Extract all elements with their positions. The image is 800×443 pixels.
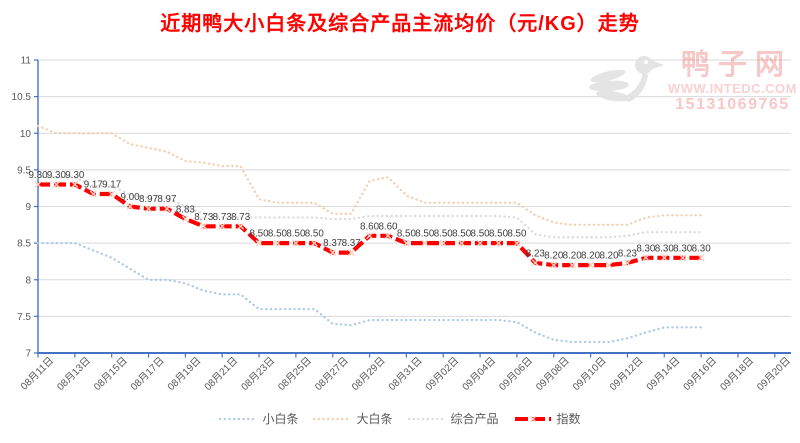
svg-text:8.50: 8.50 bbox=[471, 229, 491, 240]
svg-text:8.30: 8.30 bbox=[692, 243, 712, 254]
svg-text:8.60: 8.60 bbox=[378, 221, 398, 232]
svg-text:8.50: 8.50 bbox=[305, 229, 325, 240]
svg-text:09月08日: 09月08日 bbox=[534, 355, 572, 393]
svg-text:8.37: 8.37 bbox=[342, 238, 361, 249]
svg-text:7: 7 bbox=[25, 349, 31, 360]
svg-text:7.5: 7.5 bbox=[17, 312, 31, 323]
svg-text:8.37: 8.37 bbox=[323, 238, 342, 249]
svg-text:9.17: 9.17 bbox=[102, 180, 121, 191]
legend-label: 综合产品 bbox=[450, 412, 499, 426]
svg-text:09月10日: 09月10日 bbox=[570, 355, 608, 393]
svg-text:9.30: 9.30 bbox=[65, 170, 85, 181]
legend-label: 大白条 bbox=[356, 412, 393, 426]
svg-text:09月14日: 09月14日 bbox=[644, 355, 682, 393]
legend-label: 指数 bbox=[556, 412, 581, 426]
svg-text:10: 10 bbox=[20, 129, 32, 140]
svg-text:8.73: 8.73 bbox=[213, 212, 233, 223]
svg-text:08月17日: 08月17日 bbox=[128, 355, 166, 393]
svg-text:08月27日: 08月27日 bbox=[312, 355, 350, 393]
svg-text:8.50: 8.50 bbox=[286, 229, 306, 240]
svg-text:09月12日: 09月12日 bbox=[607, 355, 645, 393]
svg-text:8.83: 8.83 bbox=[176, 204, 196, 215]
svg-text:08月21日: 08月21日 bbox=[202, 355, 240, 393]
svg-text:8.50: 8.50 bbox=[452, 229, 472, 240]
legend-item-大白条: 大白条 bbox=[313, 410, 393, 427]
svg-text:8.5: 8.5 bbox=[17, 239, 31, 250]
svg-text:8.30: 8.30 bbox=[655, 243, 675, 254]
legend-sample-综合产品 bbox=[407, 417, 446, 420]
svg-text:8.97: 8.97 bbox=[139, 194, 158, 205]
svg-text:9.5: 9.5 bbox=[17, 165, 31, 176]
svg-text:8.23: 8.23 bbox=[618, 248, 638, 259]
legend-sample-指数 bbox=[514, 415, 551, 422]
duck-logo-icon bbox=[588, 56, 664, 102]
svg-text:09月02日: 09月02日 bbox=[423, 355, 461, 393]
svg-text:08月29日: 08月29日 bbox=[349, 355, 387, 393]
svg-text:8.50: 8.50 bbox=[434, 229, 454, 240]
svg-text:8.50: 8.50 bbox=[415, 229, 435, 240]
watermark-phone: 15131069765 bbox=[675, 96, 790, 114]
svg-text:9.30: 9.30 bbox=[28, 170, 48, 181]
svg-text:09月06日: 09月06日 bbox=[497, 355, 535, 393]
svg-text:8.23: 8.23 bbox=[526, 248, 546, 259]
svg-text:08月25日: 08月25日 bbox=[276, 355, 314, 393]
legend-item-综合产品: 综合产品 bbox=[407, 410, 499, 427]
svg-text:8.30: 8.30 bbox=[673, 243, 693, 254]
svg-text:09月16日: 09月16日 bbox=[681, 355, 719, 393]
svg-text:8.97: 8.97 bbox=[157, 194, 176, 205]
legend-label: 小白条 bbox=[262, 412, 299, 426]
svg-text:8: 8 bbox=[25, 275, 31, 286]
svg-text:8.20: 8.20 bbox=[599, 251, 619, 262]
svg-text:08月15日: 08月15日 bbox=[91, 355, 129, 393]
svg-text:08月31日: 08月31日 bbox=[386, 355, 424, 393]
svg-text:9.00: 9.00 bbox=[121, 192, 141, 203]
svg-text:08月19日: 08月19日 bbox=[165, 355, 203, 393]
svg-text:11: 11 bbox=[21, 56, 32, 67]
svg-text:9: 9 bbox=[25, 202, 31, 213]
legend-sample-大白条 bbox=[313, 417, 352, 420]
svg-text:8.50: 8.50 bbox=[489, 229, 509, 240]
svg-text:09月20日: 09月20日 bbox=[755, 355, 793, 393]
svg-text:08月13日: 08月13日 bbox=[55, 355, 93, 393]
svg-text:10.5: 10.5 bbox=[12, 92, 32, 103]
svg-text:8.60: 8.60 bbox=[360, 221, 380, 232]
svg-text:8.20: 8.20 bbox=[563, 251, 583, 262]
svg-text:8.50: 8.50 bbox=[507, 229, 527, 240]
svg-text:08月11日: 08月11日 bbox=[18, 355, 56, 393]
watermark-site-name: 鸭子网 bbox=[680, 49, 792, 81]
legend-sample-小白条 bbox=[219, 417, 258, 420]
watermark-site-url: WWW.INTEDC.COM bbox=[667, 81, 797, 97]
svg-text:8.30: 8.30 bbox=[636, 243, 656, 254]
svg-text:9.17: 9.17 bbox=[84, 180, 103, 191]
legend-item-指数: 指数 bbox=[514, 410, 581, 427]
svg-text:8.20: 8.20 bbox=[581, 251, 601, 262]
chart-title: 近期鸭大小白条及综合产品主流均价（元/KG）走势 bbox=[160, 13, 640, 35]
svg-text:09月04日: 09月04日 bbox=[460, 355, 498, 393]
svg-text:08月23日: 08月23日 bbox=[239, 355, 277, 393]
svg-text:9.30: 9.30 bbox=[47, 170, 67, 181]
svg-text:8.50: 8.50 bbox=[397, 229, 417, 240]
svg-text:09月18日: 09月18日 bbox=[718, 355, 756, 393]
legend-item-小白条: 小白条 bbox=[219, 410, 298, 427]
svg-text:8.50: 8.50 bbox=[268, 229, 288, 240]
svg-text:8.73: 8.73 bbox=[194, 212, 214, 223]
svg-text:8.20: 8.20 bbox=[544, 251, 564, 262]
chart-legend: 小白条 大白条 综合产品 指数 bbox=[0, 410, 800, 427]
svg-text:8.73: 8.73 bbox=[231, 212, 251, 223]
svg-text:8.50: 8.50 bbox=[250, 229, 270, 240]
watermark: 鸭子网 WWW.INTEDC.COM 15131069765 bbox=[588, 50, 797, 114]
